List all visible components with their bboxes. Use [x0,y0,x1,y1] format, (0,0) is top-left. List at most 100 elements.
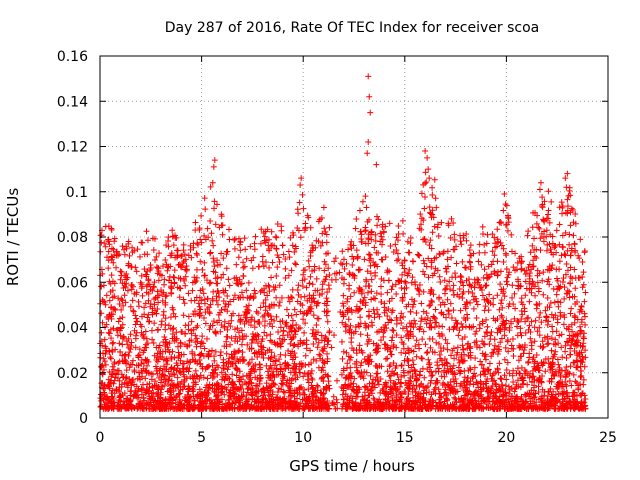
data-point [511,315,518,322]
data-point [174,381,181,388]
data-point [124,274,131,281]
data-point [517,325,524,332]
data-point [420,257,427,264]
data-point [460,282,467,289]
data-point [432,315,439,322]
data-point [399,325,406,332]
data-point [478,386,485,393]
data-point [211,353,218,360]
data-point [313,357,320,364]
data-point [244,385,251,392]
data-point [283,323,290,330]
data-point [356,346,363,353]
data-point [132,344,139,351]
data-point [475,392,482,399]
data-point [578,349,585,356]
data-point [223,350,230,357]
data-point [422,341,429,348]
data-point [435,368,442,375]
data-point [500,245,507,252]
data-point [180,247,187,254]
data-point [144,314,151,321]
data-point [237,294,244,301]
data-point [269,259,276,266]
data-point [368,358,375,365]
data-point [517,344,524,351]
data-point [404,272,411,279]
data-point [124,405,131,412]
data-point [196,386,203,393]
data-point [537,309,544,316]
data-point [416,326,423,333]
data-point [192,279,199,286]
data-point [505,348,512,355]
data-point [463,237,470,244]
data-point [466,281,473,288]
data-point [211,388,218,395]
data-point [123,367,130,374]
data-point [118,306,125,313]
data-point [574,337,581,344]
data-point [367,405,374,412]
data-point [333,377,340,384]
data-point [119,402,126,409]
data-point [237,318,244,325]
data-point [425,274,432,281]
data-point [559,232,566,239]
data-point [202,206,209,213]
data-point [529,242,536,249]
data-point [281,336,288,343]
data-point [310,341,317,348]
data-point [320,390,327,397]
data-point [111,235,118,242]
data-point [285,294,292,301]
data-point [137,279,144,286]
data-point [382,356,389,363]
data-point [349,261,356,268]
data-point [273,245,280,252]
data-point [407,331,414,338]
data-point [206,381,213,388]
data-point [229,371,236,378]
data-point [533,254,540,261]
data-point [332,276,339,283]
data-point [485,263,492,270]
data-point [147,395,154,402]
data-point [106,347,113,354]
data-point [319,230,326,237]
data-point [179,259,186,266]
data-point [286,401,293,408]
data-point [193,274,200,281]
data-point [496,360,503,367]
data-point [248,257,255,264]
data-point [338,371,345,378]
data-point [384,313,391,320]
data-point [265,387,272,394]
data-point [459,258,466,265]
data-point [241,333,248,340]
data-point [526,322,533,329]
data-point [420,328,427,335]
data-point [245,279,252,286]
data-point [131,405,138,412]
data-point [541,392,548,399]
data-point [524,315,531,322]
data-point [303,341,310,348]
data-point [470,373,477,380]
data-point [143,228,150,235]
data-point [248,368,255,375]
data-point [259,258,266,265]
data-point [490,258,497,265]
data-point [200,374,207,381]
data-point [101,336,108,343]
data-point [483,282,490,289]
data-point [226,375,233,382]
data-point [408,320,415,327]
data-point [447,300,454,307]
data-point [582,321,589,328]
data-point [523,368,530,375]
data-point [398,380,405,387]
data-point [440,250,447,257]
data-point [556,366,563,373]
data-point [405,349,412,356]
